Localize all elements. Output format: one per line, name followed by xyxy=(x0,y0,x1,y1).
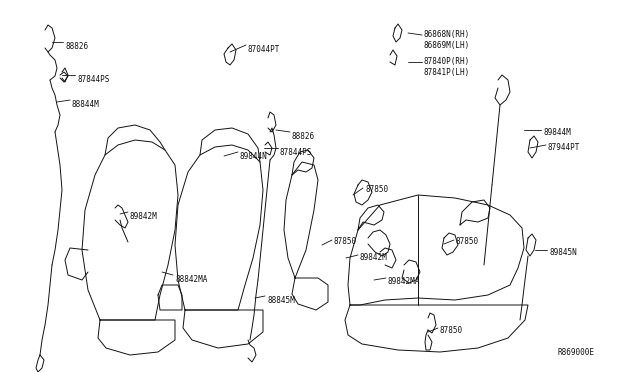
Text: 87841P(LH): 87841P(LH) xyxy=(424,68,470,77)
Text: 89842MA: 89842MA xyxy=(388,277,420,286)
Text: 89842M: 89842M xyxy=(360,253,388,262)
Text: 87840P(RH): 87840P(RH) xyxy=(424,57,470,66)
Text: 89844M: 89844M xyxy=(543,128,571,137)
Text: 86869M(LH): 86869M(LH) xyxy=(424,41,470,50)
Text: 88826: 88826 xyxy=(65,42,88,51)
Text: 87850: 87850 xyxy=(440,326,463,335)
Text: 87850: 87850 xyxy=(334,237,357,246)
Text: 89845N: 89845N xyxy=(549,248,577,257)
Text: 89842M: 89842M xyxy=(130,212,157,221)
Text: 87850: 87850 xyxy=(456,237,479,246)
Text: 88826: 88826 xyxy=(292,132,315,141)
Text: 88844M: 88844M xyxy=(72,100,100,109)
Text: 89844N: 89844N xyxy=(240,152,268,161)
Text: R869000E: R869000E xyxy=(558,348,595,357)
Text: 88842MA: 88842MA xyxy=(175,275,207,284)
Text: 87850: 87850 xyxy=(365,185,388,194)
Text: 86868N(RH): 86868N(RH) xyxy=(424,30,470,39)
Text: 87844PS: 87844PS xyxy=(280,148,312,157)
Text: 87044PT: 87044PT xyxy=(248,45,280,54)
Text: 87844PS: 87844PS xyxy=(77,75,109,84)
Text: 88845M: 88845M xyxy=(267,296,295,305)
Text: 87944PT: 87944PT xyxy=(548,143,580,152)
